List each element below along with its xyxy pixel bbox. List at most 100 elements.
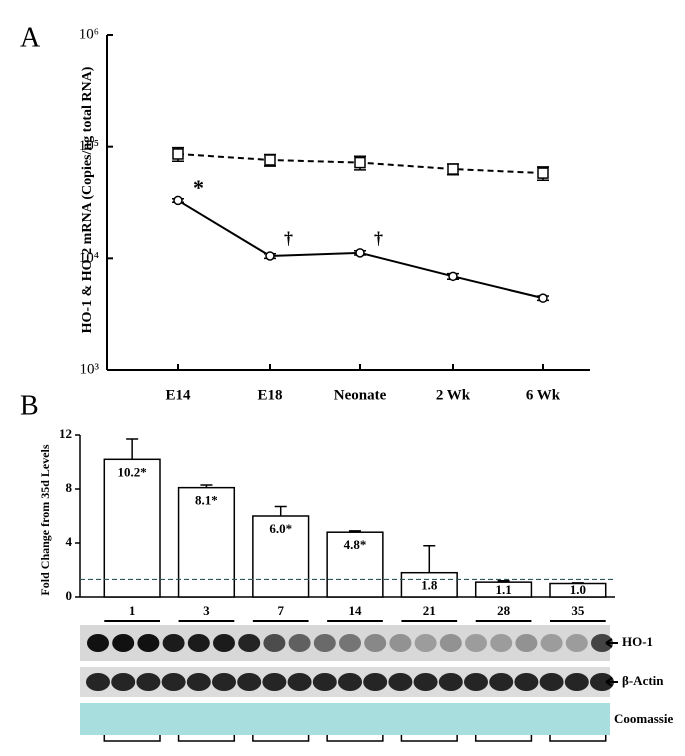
band <box>465 634 487 652</box>
data-point <box>265 251 275 261</box>
lane-group-bracket <box>177 735 236 742</box>
band <box>213 634 235 652</box>
band <box>212 673 236 691</box>
x-tick-label: E14 <box>165 387 191 403</box>
bar <box>103 458 161 598</box>
band <box>539 673 564 691</box>
annotation: † <box>374 228 383 248</box>
band <box>313 634 336 652</box>
band <box>161 673 186 691</box>
band <box>112 634 135 652</box>
value-label: 1.8 <box>421 578 438 593</box>
value-label: 6.0* <box>269 521 292 536</box>
band <box>413 673 438 691</box>
lane-group-bracket <box>103 735 161 742</box>
bar <box>252 515 310 598</box>
y-axis-label: Fold Change from 35d Levels <box>38 444 52 595</box>
data-point <box>448 271 458 282</box>
data-point <box>173 195 183 206</box>
data-point <box>354 156 366 169</box>
band <box>137 634 160 652</box>
lane-group-bracket <box>252 735 310 742</box>
band <box>414 634 437 652</box>
panel-label: A <box>20 22 41 53</box>
band <box>564 673 589 691</box>
x-tick-label: 14 <box>349 603 363 618</box>
y-axis-label: HO-1 & HO-2 mRNA (Copies/ng total RNA) <box>80 66 95 333</box>
band <box>565 634 588 652</box>
bar <box>326 531 384 598</box>
x-tick-label: 2 Wk <box>436 387 471 403</box>
y-tick-label: 0 <box>66 588 73 603</box>
y-tick-label: 10⁵ <box>79 138 99 154</box>
band <box>237 673 262 691</box>
lane-group-bracket <box>474 735 533 742</box>
value-label: 1.0 <box>570 582 586 597</box>
band <box>338 673 362 691</box>
band <box>363 673 388 691</box>
band <box>238 634 261 652</box>
value-label: 1.1 <box>495 582 511 597</box>
x-tick-label: 35 <box>571 603 585 618</box>
value-label: 4.8* <box>344 537 367 552</box>
x-tick-label: 21 <box>423 603 436 618</box>
band <box>489 673 514 691</box>
x-tick-label: 7 <box>277 603 284 618</box>
value-label: 10.2* <box>118 464 147 479</box>
y-tick-label: 10⁴ <box>79 250 99 266</box>
data-point <box>538 293 548 303</box>
x-tick-label: 28 <box>497 603 511 618</box>
panel-label: B <box>20 390 39 421</box>
y-tick-label: 10³ <box>80 361 100 377</box>
annotation: † <box>284 228 293 248</box>
data-point <box>355 248 365 258</box>
band <box>389 634 412 652</box>
band <box>262 673 287 691</box>
band <box>364 634 387 652</box>
band <box>438 673 463 691</box>
error-bar <box>497 580 510 583</box>
error-bar <box>423 544 436 573</box>
error-bar <box>126 438 139 460</box>
band <box>388 673 413 691</box>
arrow <box>605 638 618 648</box>
band <box>186 673 211 691</box>
band <box>591 634 613 652</box>
blot-label: Coomassie <box>614 711 673 726</box>
band <box>86 673 110 691</box>
y-tick-label: 4 <box>66 534 73 549</box>
x-tick-label: 6 Wk <box>526 387 561 403</box>
band <box>490 634 513 652</box>
band <box>514 673 539 691</box>
band <box>312 673 337 691</box>
bar <box>400 571 458 598</box>
blot-label: β-Actin <box>622 673 664 688</box>
band <box>339 634 361 652</box>
error-bar <box>274 505 287 516</box>
band <box>111 673 136 691</box>
band <box>287 673 312 691</box>
band <box>136 673 161 691</box>
band <box>540 634 563 652</box>
blot-label: HO-1 <box>622 634 653 649</box>
band <box>439 634 462 652</box>
data-point <box>172 148 184 160</box>
band <box>187 634 210 652</box>
lane-group-bracket <box>549 735 607 742</box>
lane-group-bracket <box>400 735 458 742</box>
band <box>87 634 109 652</box>
band <box>464 673 488 691</box>
x-tick-label: E18 <box>257 387 282 403</box>
band <box>515 634 538 652</box>
y-tick-label: 10⁶ <box>79 26 99 42</box>
blot-coomassie <box>80 703 610 735</box>
data-point <box>537 167 549 179</box>
y-tick-label: 8 <box>66 480 73 495</box>
band <box>263 634 286 652</box>
value-label: 8.1* <box>195 493 218 508</box>
data-point <box>447 163 459 175</box>
band <box>162 634 185 652</box>
error-bar <box>200 484 213 488</box>
y-tick-label: 12 <box>59 426 72 441</box>
